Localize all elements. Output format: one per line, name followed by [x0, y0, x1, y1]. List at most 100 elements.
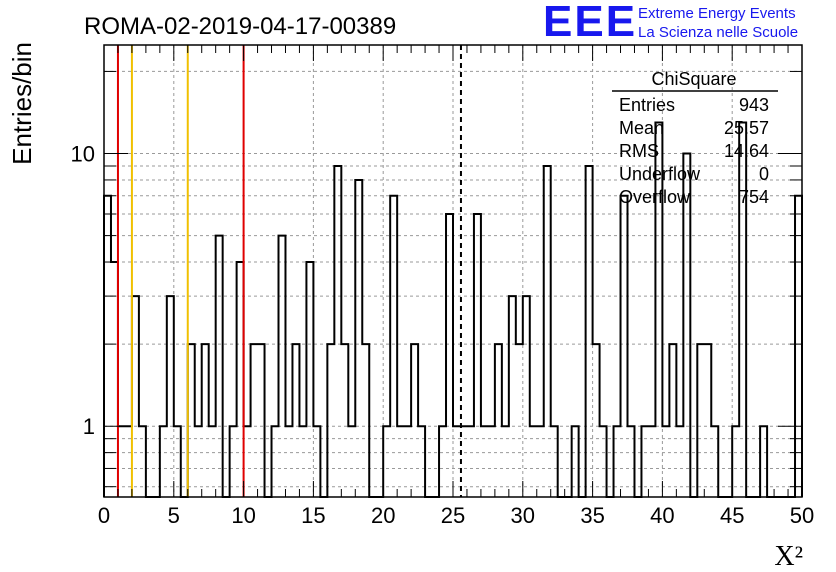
- stats-value: 14.64: [724, 141, 769, 161]
- histogram-bin: [537, 426, 544, 497]
- histogram-bin: [292, 344, 299, 497]
- histogram-bin: [669, 344, 676, 497]
- stats-label: Entries: [619, 95, 675, 115]
- histogram-bin: [600, 426, 607, 497]
- histogram-bin: [251, 344, 258, 497]
- stats-value: 0: [759, 164, 769, 184]
- histogram-bin: [641, 426, 648, 497]
- eee-logo-line1: Extreme Energy Events: [638, 5, 796, 22]
- histogram-bin: [711, 426, 718, 497]
- histogram-bin: [167, 296, 174, 497]
- histogram-bin: [662, 426, 669, 497]
- histogram-bin: [648, 426, 655, 497]
- y-tick-label: 1: [83, 414, 95, 439]
- histogram-bin: [446, 214, 453, 497]
- x-tick-label: 35: [580, 503, 604, 528]
- histogram-bin: [739, 122, 746, 497]
- histogram-bin: [586, 166, 593, 497]
- histogram-bin: [621, 196, 628, 497]
- stats-title: ChiSquare: [651, 69, 736, 89]
- stats-value: 754: [739, 187, 769, 207]
- histogram-bin: [111, 262, 118, 497]
- x-tick-label: 5: [168, 503, 180, 528]
- histogram-bin: [244, 426, 251, 497]
- x-tick-label: 50: [790, 503, 814, 528]
- stats-label: Mean: [619, 118, 664, 138]
- histogram-bin: [132, 296, 139, 497]
- histogram-bin: [481, 426, 488, 497]
- histogram-bin: [488, 426, 495, 497]
- histogram-bin: [572, 426, 579, 497]
- histogram-bin: [174, 426, 181, 497]
- histogram-bin: [551, 426, 558, 497]
- histogram-bin: [272, 426, 279, 497]
- y-axis-label: Entries/bin: [7, 42, 37, 165]
- eee-logo-letters: EEE: [543, 0, 638, 46]
- y-tick-label: 10: [71, 142, 95, 167]
- stats-label: Overflow: [619, 187, 691, 207]
- histogram-bin: [593, 344, 600, 497]
- histogram-bin: [397, 426, 404, 497]
- stats-value: 25.57: [724, 118, 769, 138]
- histogram-bin: [341, 344, 348, 497]
- histogram-bin: [523, 296, 530, 497]
- histogram-bin: [118, 426, 125, 497]
- histogram-bin: [348, 426, 355, 497]
- histogram-bin: [139, 426, 146, 497]
- histogram-bin: [614, 426, 621, 497]
- histogram-bin: [530, 426, 537, 497]
- stats-label: Underflow: [619, 164, 701, 184]
- histogram-bin: [390, 196, 397, 497]
- x-tick-label: 40: [650, 503, 674, 528]
- histogram-bin: [795, 196, 802, 497]
- x-tick-label: 20: [371, 503, 395, 528]
- histogram-bin: [216, 236, 223, 497]
- histogram-step-line: [103, 121, 803, 498]
- histogram-bin: [279, 236, 286, 497]
- histogram-bin: [313, 426, 320, 497]
- stats-value: 943: [739, 95, 769, 115]
- histogram-bin: [188, 344, 195, 497]
- histogram-bin: [704, 344, 711, 497]
- histogram-bin: [544, 166, 551, 497]
- x-tick-label: 10: [231, 503, 255, 528]
- histogram-bin: [760, 426, 767, 497]
- histogram-bin: [516, 344, 523, 497]
- histogram-bin: [362, 344, 369, 497]
- histogram-bin: [355, 180, 362, 497]
- stats-label: RMS: [619, 141, 659, 161]
- eee-logo: EEE Extreme Energy Events La Scienza nel…: [543, 0, 798, 46]
- histogram-bin: [285, 426, 292, 497]
- histogram-bin: [202, 344, 209, 497]
- histogram-bin: [495, 344, 502, 497]
- histogram-bin: [334, 166, 341, 497]
- x-tick-label: 25: [441, 503, 465, 528]
- x-tick-label: 15: [301, 503, 325, 528]
- histogram-bin: [509, 296, 516, 497]
- histogram-bin: [502, 426, 509, 497]
- histogram-bin: [237, 262, 244, 497]
- x-tick-label: 0: [98, 503, 110, 528]
- histogram-bin: [327, 344, 334, 497]
- histogram-bin: [195, 426, 202, 497]
- histogram-bin: [676, 426, 683, 497]
- histogram-bin: [467, 426, 474, 497]
- chart-title: ROMA-02-2019-04-17-00389: [84, 13, 396, 40]
- histogram-bin: [411, 344, 418, 497]
- x-axis-label: X²: [774, 541, 803, 572]
- histogram-bin: [306, 262, 313, 497]
- histogram-bin: [418, 426, 425, 497]
- histogram-bin: [697, 344, 704, 497]
- histogram-bin: [258, 344, 265, 497]
- histogram-bin: [383, 426, 390, 497]
- histogram-bin: [439, 426, 446, 497]
- histogram-bin: [474, 214, 481, 497]
- histogram-bin: [104, 196, 111, 497]
- x-tick-label: 30: [511, 503, 535, 528]
- histogram-bin: [230, 426, 237, 497]
- histogram-bin: [125, 426, 132, 497]
- histogram-bin: [628, 426, 635, 497]
- histogram-bin: [732, 426, 739, 497]
- histogram-bin: [209, 426, 216, 497]
